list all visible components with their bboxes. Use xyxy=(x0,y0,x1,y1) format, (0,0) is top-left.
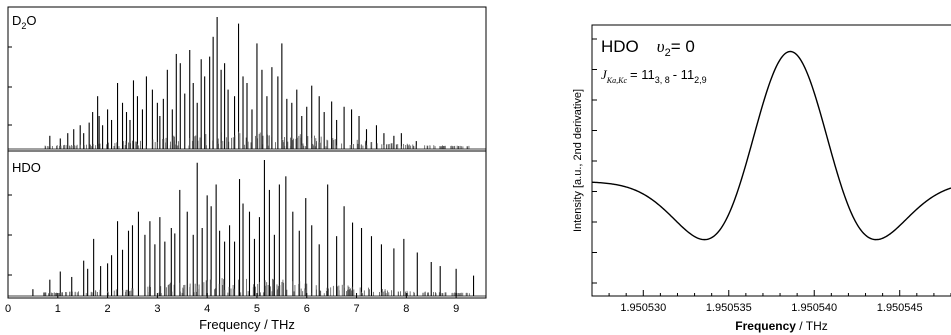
x-axis-label: Frequency / THz xyxy=(735,319,827,333)
x-tick-label: 7 xyxy=(353,303,359,315)
x-tick-label: 8 xyxy=(403,303,409,315)
x-tick-label: 5 xyxy=(254,303,260,315)
x-tick-label: 1 xyxy=(55,303,61,315)
x-tick-label: 0 xyxy=(5,303,11,315)
y-axis-label: Intensity [a.u., 2nd derivative] xyxy=(572,89,584,232)
series-line xyxy=(591,50,951,241)
panel-label-d2o: D2O xyxy=(12,13,37,31)
stick-spectrum-chart: 0 1 2 3 4 5 6 7 8 9 Frequency / THz D2O HDO xyxy=(5,6,487,332)
x-axis-label: Frequency / THz xyxy=(199,317,295,332)
plot-frame xyxy=(591,24,951,297)
x-tick-label: 1.950535 xyxy=(706,302,752,314)
x-tick-label: 9 xyxy=(453,303,459,315)
x-tick-label: 1.950545 xyxy=(877,302,923,314)
x-tick-label: 3 xyxy=(154,303,160,315)
x-tick-label: 1.950530 xyxy=(620,302,666,314)
x-tick-label: 2 xyxy=(105,303,111,315)
x-tick-label: 1.950540 xyxy=(791,302,837,314)
x-tick-label: 4 xyxy=(204,303,210,315)
x-tick-label: 6 xyxy=(304,303,310,315)
plot-frame xyxy=(7,6,487,299)
series-HDO xyxy=(8,160,486,297)
lineshape-chart: 1.950530 1.950535 1.950540 1.950545 Frequenc… xyxy=(572,24,951,333)
panel-label-hdo: HDO xyxy=(12,160,41,175)
series-D2O xyxy=(8,17,486,150)
annotation-transition: JKa,Kc = 113, 8- 112,9 xyxy=(601,67,707,85)
annotation-title: HDO υ2= 0 xyxy=(601,37,695,59)
